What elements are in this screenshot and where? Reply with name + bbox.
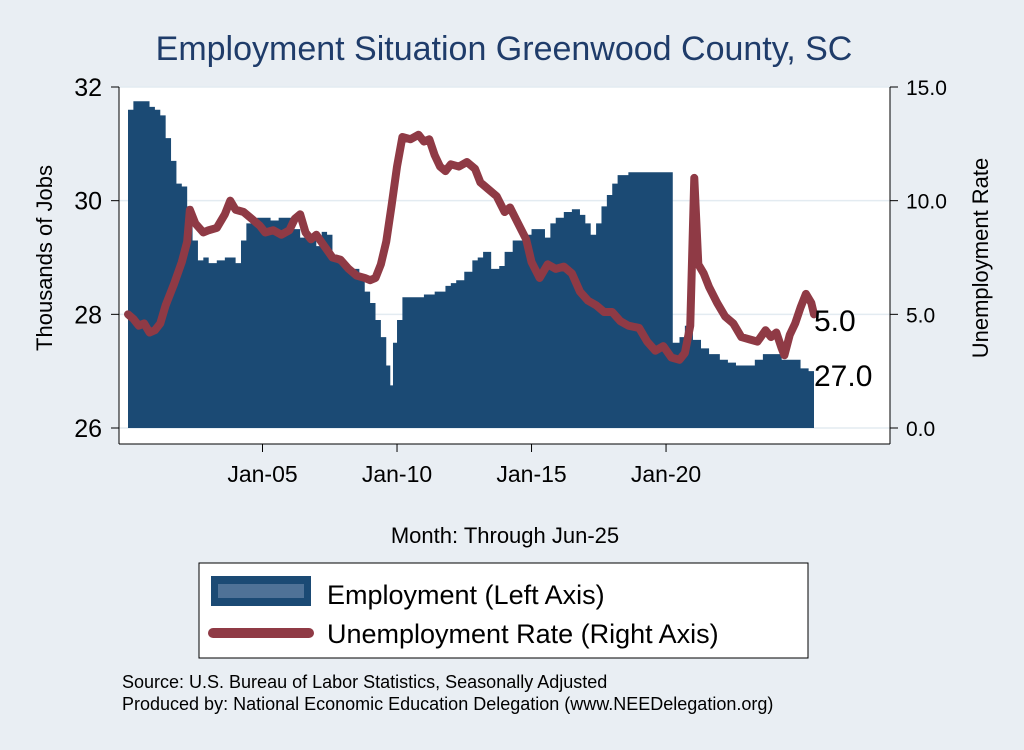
x-tick-label: Jan-20 — [631, 461, 701, 487]
legend-employment-swatch-inner — [218, 584, 304, 598]
legend-unemployment-label: Unemployment Rate (Right Axis) — [327, 619, 719, 649]
y-right-tick-label: 5.0 — [906, 304, 935, 327]
y-axis-label-right: Unemployment Rate — [968, 158, 993, 359]
y-left-tick-label: 28 — [74, 301, 102, 329]
x-axis-label: Month: Through Jun-25 — [391, 523, 619, 548]
x-tick-label: Jan-15 — [496, 461, 566, 487]
ticks: Jan-05 Jan-10 Jan-15 Jan-20 26 28 30 32 0.0 5.0 10… — [74, 74, 947, 487]
y-right-tick-label: 10.0 — [906, 191, 947, 214]
y-right-tick-label: 0.0 — [906, 418, 935, 441]
chart-title: Employment Situation Greenwood County, S… — [156, 30, 853, 68]
y-left-tick-label: 30 — [74, 188, 102, 216]
axes — [118, 87, 891, 445]
y-axis-label-left: Thousands of Jobs — [32, 165, 57, 351]
producer-note: Produced by: National Economic Education… — [122, 694, 773, 714]
y-right-tick-label: 15.0 — [906, 77, 947, 100]
y-left-tick-label: 26 — [74, 415, 102, 443]
legend: Employment (Left Axis) Unemployment Rate… — [198, 562, 809, 659]
legend-employment-label: Employment (Left Axis) — [327, 580, 605, 610]
unemployment-line — [124, 130, 818, 364]
x-tick-label: Jan-10 — [362, 461, 432, 487]
end-label-employment: 27.0 — [814, 360, 872, 393]
employment-area — [128, 101, 814, 428]
source-note: Source: U.S. Bureau of Labor Statistics,… — [122, 672, 607, 692]
y-left-tick-label: 32 — [74, 74, 102, 102]
end-label-unemployment: 5.0 — [814, 305, 856, 338]
x-tick-label: Jan-05 — [227, 461, 297, 487]
